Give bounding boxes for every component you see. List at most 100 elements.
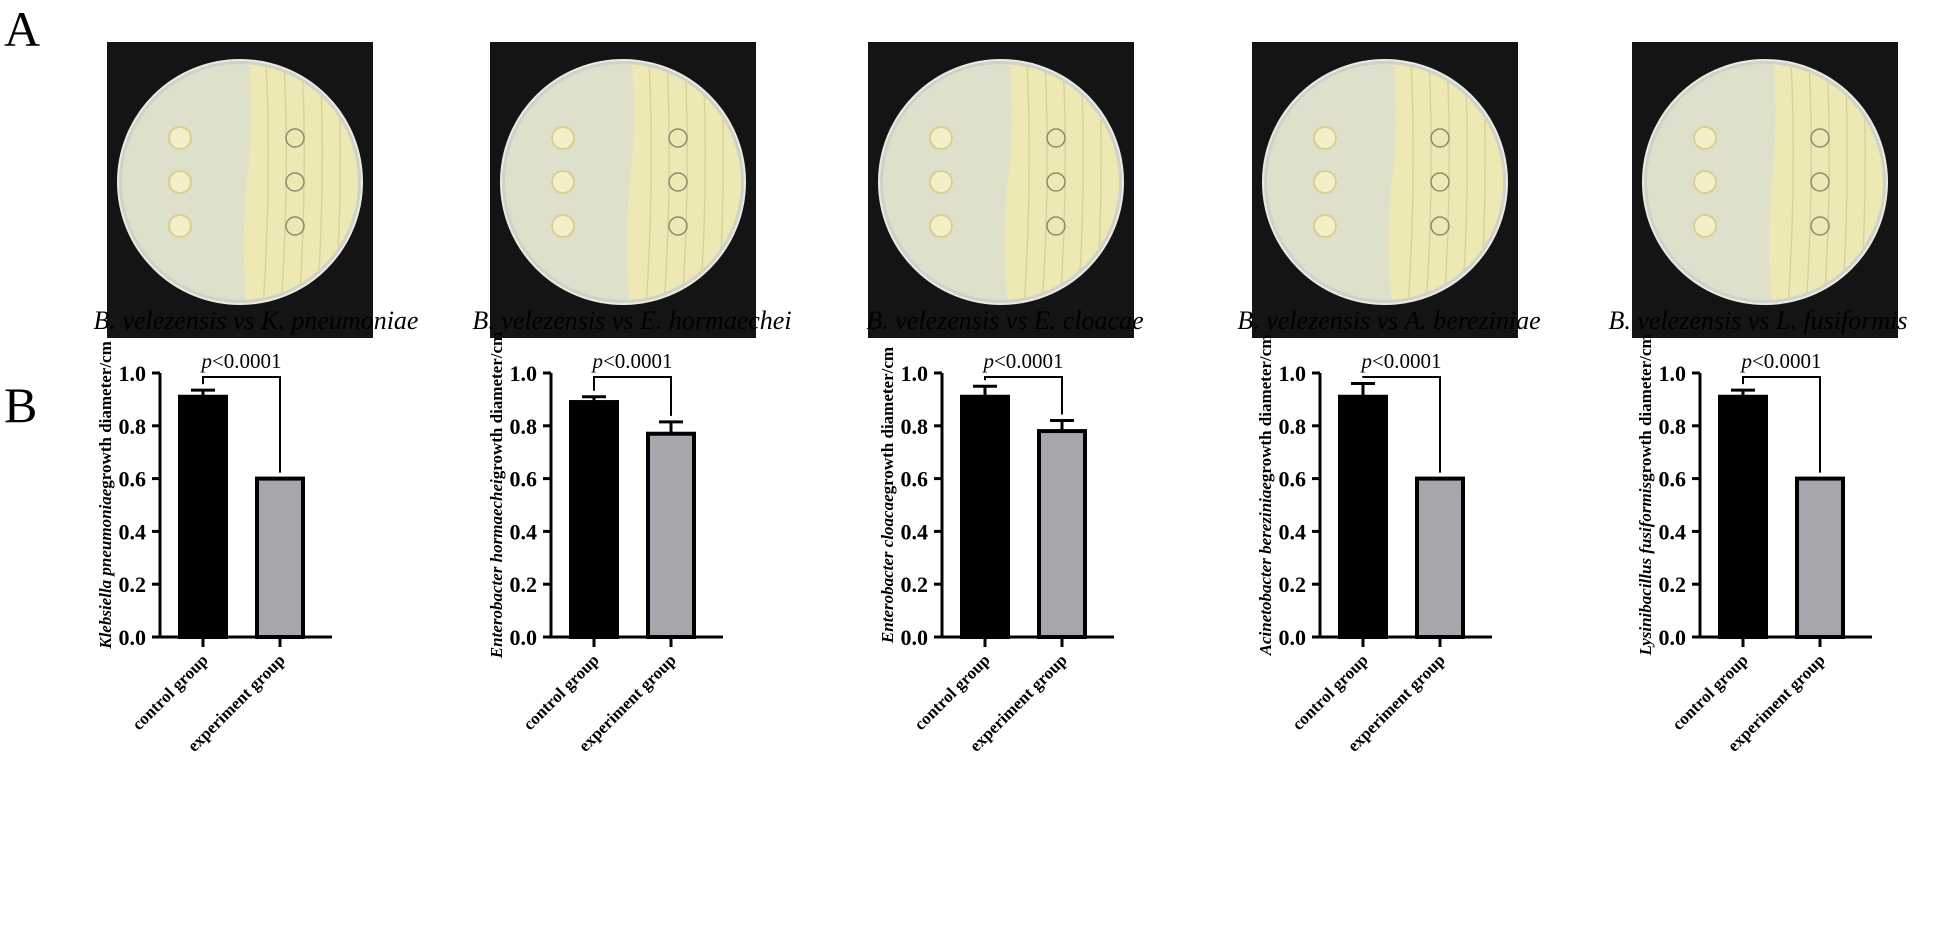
streak-line (1022, 64, 1030, 300)
x-tick-label: control group (519, 650, 602, 733)
y-axis-label-species: Enterobacter hormaechei (487, 479, 506, 659)
inhibition-ring (1046, 172, 1066, 192)
bar-control (178, 394, 228, 640)
y-tick-label: 1.0 (1659, 361, 1687, 386)
y-tick-label: 0.4 (1659, 519, 1687, 544)
y-tick-label: 0.2 (1279, 572, 1307, 597)
p-value-label: p<0.0001 (1739, 349, 1821, 373)
bacillus-colony (551, 126, 575, 150)
x-tick-label: control group (128, 650, 211, 733)
x-tick-label: control group (1288, 650, 1371, 733)
bar-control (960, 394, 1010, 640)
y-tick-label: 0.8 (510, 414, 538, 439)
y-axis-label: Acinetobacter bereziniaegrowth diameter/… (1256, 335, 1275, 657)
bar-experiment (1415, 476, 1465, 639)
bacillus-colony (1693, 170, 1717, 194)
bacillus-colony (929, 214, 953, 238)
y-axis-label-species: Acinetobacter bereziniae (1256, 482, 1275, 657)
y-tick-label: 0.8 (901, 414, 929, 439)
bacillus-colony (1313, 126, 1337, 150)
streak-line (1424, 64, 1432, 300)
significance-bracket (1742, 376, 1821, 473)
bacillus-colony (1313, 170, 1337, 194)
y-axis-label: Enterobacter cloacaegrowth diameter/cm (878, 347, 897, 644)
y-axis-label: Lysinibacillus fusiformisgrowth diameter… (1636, 334, 1655, 656)
y-tick-label: 0.2 (1659, 572, 1687, 597)
y-tick-label: 0.8 (1659, 414, 1687, 439)
bacillus-colony (929, 126, 953, 150)
y-tick-label: 0.6 (510, 467, 538, 492)
plate-svg (1252, 42, 1518, 338)
plate-caption: B. velezensis vs K. pneumoniae (93, 306, 419, 335)
plate-photo-k-pneumoniae (107, 42, 373, 338)
inhibition-ring (1430, 216, 1450, 236)
y-tick-label: 0.6 (1659, 467, 1687, 492)
y-tick-label: 0.6 (901, 467, 929, 492)
y-tick-label: 1.0 (119, 361, 147, 386)
y-tick-label: 0.6 (1279, 467, 1307, 492)
plate-caption: B. velezensis vs E. hormaechei (472, 306, 792, 335)
bar-chart-k-pneumoniae: 0.0 0.2 0.4 0.6 0.8 1.0 Klebsiella pneumoniaeg… (80, 341, 470, 938)
y-axis-label-species: Enterobacter cloacae (878, 494, 897, 644)
p-value-label: p<0.0001 (590, 349, 672, 373)
plate-svg (868, 42, 1134, 338)
p-symbol: p (1739, 349, 1752, 373)
streak-line (1804, 64, 1812, 300)
y-axis-label-species: Klebsiella pneumoniae (96, 488, 115, 650)
inhibition-ring (1810, 216, 1830, 236)
y-axis-label-unit: growth diameter/cm (487, 332, 506, 479)
bacillus-colony (168, 170, 192, 194)
inhibition-ring (668, 128, 688, 148)
streak-line (279, 64, 287, 300)
y-tick-label: 0.0 (1279, 625, 1307, 650)
inhibition-ring (285, 216, 305, 236)
streak-line (662, 64, 670, 300)
y-tick-label: 0.2 (901, 572, 929, 597)
y-tick-label: 0.4 (510, 519, 538, 544)
p-value: <0.0001 (1752, 349, 1822, 373)
inhibition-ring (1810, 128, 1830, 148)
y-tick-label: 1.0 (510, 361, 538, 386)
y-tick-label: 0.0 (901, 625, 929, 650)
y-tick-label: 0.2 (510, 572, 538, 597)
bacillus-colony (168, 126, 192, 150)
p-symbol: p (590, 349, 603, 373)
bar-chart-e-hormaechei: 0.0 0.2 0.4 0.6 0.8 1.0 Enterobacter hormaeche… (471, 332, 861, 938)
y-tick-label: 0.4 (1279, 519, 1307, 544)
streak-line (644, 64, 652, 300)
bar-experiment (1795, 476, 1845, 639)
p-value-label: p<0.0001 (1359, 349, 1441, 373)
plate-photo-l-fusiformis (1632, 42, 1898, 338)
inhibition-ring (1430, 128, 1450, 148)
y-axis-label-unit: growth diameter/cm (96, 341, 115, 488)
significance-bracket (984, 376, 1063, 415)
y-axis-label: Enterobacter hormaecheigrowth diameter/c… (487, 332, 506, 659)
y-tick-label: 0.6 (119, 467, 147, 492)
p-value: <0.0001 (212, 349, 282, 373)
y-axis-label-species: Lysinibacillus fusiformis (1636, 482, 1655, 657)
bacillus-colony (1693, 126, 1717, 150)
inhibition-ring (1046, 128, 1066, 148)
inhibition-ring (1430, 172, 1450, 192)
streak-line (1040, 64, 1048, 300)
bar-experiment (255, 476, 305, 639)
y-tick-label: 0.2 (119, 572, 147, 597)
x-tick-label: control group (910, 650, 993, 733)
plate-photo-e-hormaechei (490, 42, 756, 338)
y-tick-label: 0.0 (510, 625, 538, 650)
plate-caption: B. velezensis vs A. bereziniae (1237, 306, 1541, 335)
bar-chart-l-fusiformis: 0.0 0.2 0.4 0.6 0.8 1.0 Lysinibacillus fusifor… (1620, 334, 1949, 938)
plate-svg (1632, 42, 1898, 338)
p-symbol: p (199, 349, 212, 373)
bar-control (1338, 394, 1388, 640)
plate-caption: B. velezensis vs L. fusiformis (1608, 306, 1908, 335)
x-tick-label: control group (1668, 650, 1751, 733)
bar-control (569, 400, 619, 640)
p-value-label: p<0.0001 (981, 349, 1063, 373)
y-axis-label-unit: growth diameter/cm (1256, 335, 1275, 482)
bar-control (1718, 394, 1768, 640)
p-value-label: p<0.0001 (199, 349, 281, 373)
y-axis-label-unit: growth diameter/cm (878, 347, 897, 494)
y-axis-label-unit: growth diameter/cm (1636, 334, 1655, 481)
plate-photo-e-cloacae (868, 42, 1134, 338)
